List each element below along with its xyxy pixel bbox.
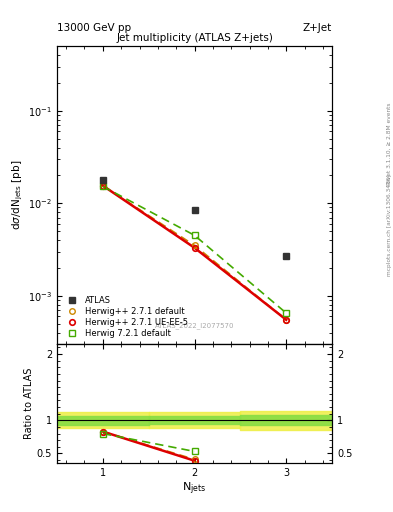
Herwig++ 2.7.1 UE-EE-5 xyxy=(192,245,197,251)
Line: Herwig++ 2.7.1 default: Herwig++ 2.7.1 default xyxy=(100,183,289,323)
Herwig++ 2.7.1 UE-EE-5 xyxy=(284,317,288,323)
Line: Herwig 7.2.1 default: Herwig 7.2.1 default xyxy=(100,184,289,316)
Title: Jet multiplicity (ATLAS Z+jets): Jet multiplicity (ATLAS Z+jets) xyxy=(116,33,273,42)
Herwig++ 2.7.1 default xyxy=(192,242,197,248)
Herwig++ 2.7.1 default xyxy=(101,183,105,189)
Line: Herwig++ 2.7.1 UE-EE-5: Herwig++ 2.7.1 UE-EE-5 xyxy=(100,183,289,323)
Text: Z+Jet: Z+Jet xyxy=(303,23,332,33)
X-axis label: N$_\mathrm{jets}$: N$_\mathrm{jets}$ xyxy=(182,481,207,497)
Line: ATLAS: ATLAS xyxy=(99,176,290,260)
Y-axis label: d$\sigma$/dN$_\mathrm{jets}$ [pb]: d$\sigma$/dN$_\mathrm{jets}$ [pb] xyxy=(11,160,26,230)
Herwig 7.2.1 default xyxy=(101,183,105,189)
Text: Rivet 3.1.10, ≥ 2.8M events: Rivet 3.1.10, ≥ 2.8M events xyxy=(387,102,392,185)
Herwig++ 2.7.1 default xyxy=(284,317,288,323)
Herwig 7.2.1 default xyxy=(284,310,288,316)
Herwig 7.2.1 default xyxy=(192,232,197,239)
ATLAS xyxy=(101,177,105,183)
Herwig++ 2.7.1 UE-EE-5 xyxy=(101,183,105,189)
Text: mcplots.cern.ch [arXiv:1306.3436]: mcplots.cern.ch [arXiv:1306.3436] xyxy=(387,175,392,276)
Y-axis label: Ratio to ATLAS: Ratio to ATLAS xyxy=(24,368,34,439)
Text: ATLAS_2022_I2077570: ATLAS_2022_I2077570 xyxy=(155,323,234,329)
ATLAS xyxy=(284,253,288,259)
ATLAS xyxy=(192,207,197,213)
Text: 13000 GeV pp: 13000 GeV pp xyxy=(57,23,131,33)
Legend: ATLAS, Herwig++ 2.7.1 default, Herwig++ 2.7.1 UE-EE-5, Herwig 7.2.1 default: ATLAS, Herwig++ 2.7.1 default, Herwig++ … xyxy=(61,294,190,340)
